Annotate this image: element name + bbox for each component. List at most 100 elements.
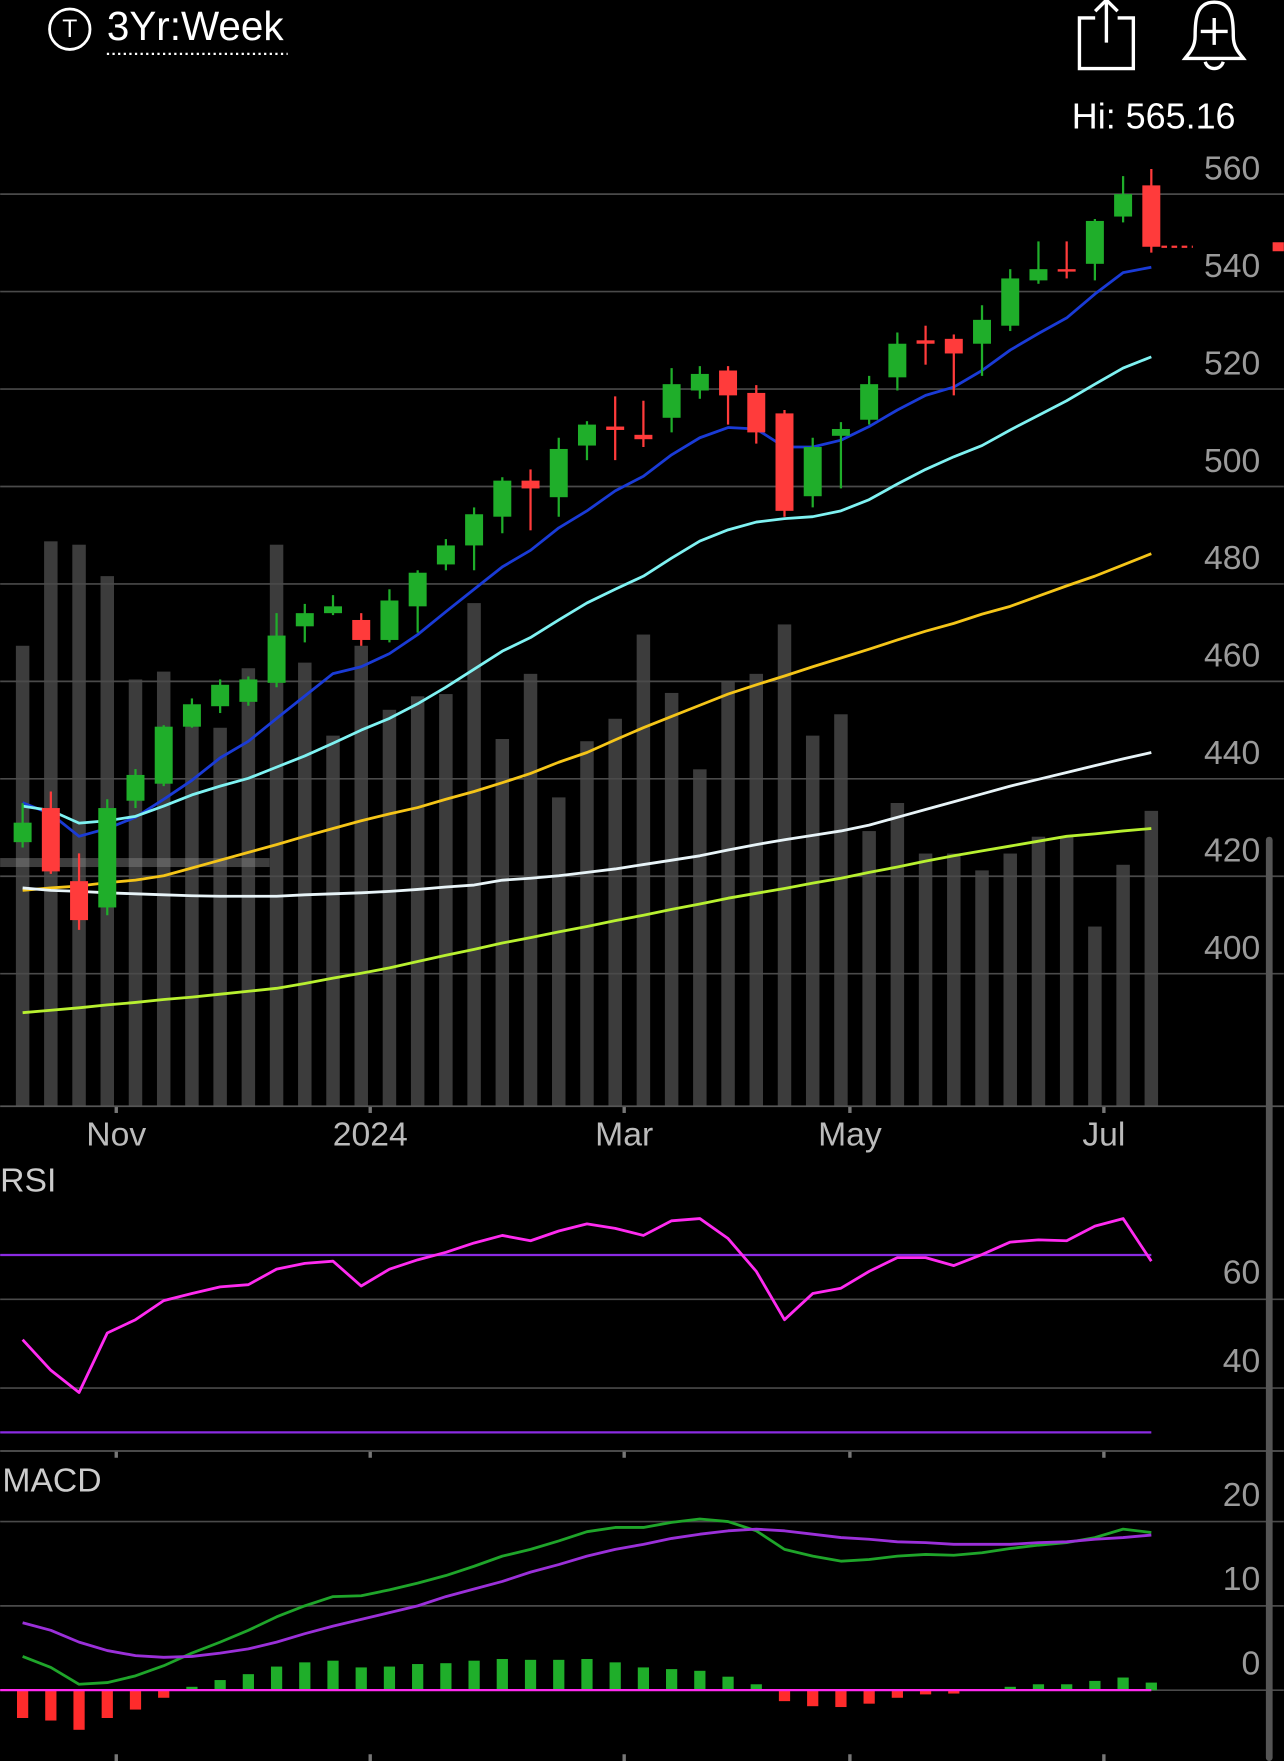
volume-bar: [185, 718, 199, 1107]
alert-button[interactable]: [1181, 0, 1247, 71]
macd-histogram-bar: [637, 1667, 650, 1691]
macd-histogram-bar: [440, 1663, 452, 1691]
y-tick-label: 40: [1223, 1343, 1260, 1380]
volume-bar: [382, 709, 397, 1107]
macd-histogram-bar: [835, 1690, 847, 1708]
candle-body: [493, 480, 512, 517]
volume-bar: [947, 853, 961, 1107]
volume-bar: [326, 735, 340, 1107]
candle-body: [380, 600, 399, 640]
macd-histogram-bar: [270, 1666, 283, 1691]
candle-body: [549, 448, 568, 498]
share-box: [1077, 16, 1136, 71]
moving-average: [22, 751, 1152, 898]
bell-clapper: [1203, 61, 1225, 71]
macd-histogram-bar: [73, 1690, 85, 1730]
volume-bar: [805, 735, 820, 1107]
macd-histogram-bar: [412, 1664, 424, 1691]
moving-average: [22, 827, 1152, 1015]
volume-bar: [410, 696, 425, 1107]
y-tick-label: 560: [1204, 150, 1260, 187]
high-label: Hi: 565.16: [1072, 96, 1236, 137]
candle-body: [831, 428, 850, 436]
symbol-icon[interactable]: [48, 7, 92, 51]
volume-bar: [241, 668, 256, 1107]
candle-body: [465, 514, 484, 546]
macd-histogram-bar: [299, 1662, 311, 1691]
volume-bar: [749, 673, 764, 1107]
y-tick-label: 400: [1204, 930, 1260, 967]
volume-bar: [523, 673, 538, 1107]
volume-bar: [862, 831, 876, 1107]
macd-histogram-bar: [1145, 1682, 1157, 1691]
volume-bar: [495, 738, 510, 1107]
y-tick-label: 480: [1204, 540, 1260, 577]
candle-body: [690, 373, 709, 391]
y-tick-label: 460: [1204, 638, 1260, 675]
macd-histogram-bar: [609, 1662, 621, 1691]
share-arrow: [1093, 0, 1119, 43]
candle-body: [1029, 269, 1048, 281]
volume-bar: [834, 714, 848, 1107]
volume-bar: [975, 870, 989, 1107]
candle-body: [662, 384, 681, 418]
scrollbar[interactable]: [1265, 836, 1273, 1761]
macd-histogram-bar: [891, 1690, 903, 1698]
volume-bar: [1059, 836, 1074, 1107]
y-tick-label: 60: [1223, 1255, 1260, 1292]
volume-bar: [1031, 836, 1046, 1107]
macd-histogram-bar: [524, 1659, 537, 1691]
volume-bar: [890, 803, 905, 1107]
y-tick-label: 540: [1204, 248, 1260, 285]
macd-histogram-bar: [101, 1690, 113, 1719]
macd-histogram-bar: [383, 1666, 396, 1691]
volume-bar: [918, 853, 933, 1107]
macd-histogram-bar: [1061, 1684, 1073, 1691]
volume-bar: [636, 634, 651, 1107]
candle-body: [295, 613, 314, 627]
macd-histogram-bar: [722, 1676, 734, 1691]
moving-average: [22, 265, 1152, 838]
candle-body: [13, 822, 32, 843]
candle-body: [70, 881, 89, 921]
candle-body: [1142, 185, 1161, 247]
macd-histogram-bar: [1032, 1684, 1045, 1691]
macd-histogram-bar: [17, 1690, 29, 1719]
share-button[interactable]: [1077, 0, 1136, 71]
timeframe[interactable]: 3Yr:Week: [107, 3, 285, 49]
volume-bar: [467, 603, 481, 1107]
macd-histogram-bar: [666, 1669, 678, 1691]
macd-histogram-bar: [1117, 1677, 1129, 1691]
candle-body: [324, 606, 342, 614]
macd-histogram-bar: [807, 1690, 819, 1707]
y-tick-label: 20: [1223, 1477, 1260, 1514]
macd-histogram-bar: [948, 1690, 960, 1694]
candle-body: [211, 684, 230, 707]
y-tick-label: 420: [1204, 833, 1260, 870]
candle-body: [182, 704, 201, 727]
x-tick-label: May: [818, 1116, 882, 1153]
candle-body: [775, 413, 794, 511]
volume-bar: [1116, 864, 1130, 1107]
macd-histogram-bar: [468, 1660, 480, 1691]
x-tick-label: Jul: [1082, 1116, 1125, 1153]
candle-body: [1001, 278, 1020, 326]
macd-histogram-bar: [186, 1686, 198, 1691]
macd-histogram-bar: [694, 1670, 706, 1691]
volume-bar: [580, 741, 594, 1107]
volume-bar: [1144, 810, 1159, 1107]
macd-histogram-bar: [327, 1660, 339, 1691]
y-tick-label: 440: [1204, 735, 1260, 772]
y-tick-label: 520: [1204, 345, 1260, 382]
macd-histogram-bar: [355, 1667, 367, 1691]
grid-layer: [0, 193, 1284, 1761]
candle-body: [860, 384, 879, 420]
candle-body: [154, 726, 173, 784]
macd-histogram-bar: [214, 1680, 226, 1691]
macd-histogram-bar: [45, 1690, 57, 1721]
macd-histogram-bar: [553, 1659, 565, 1691]
candle-body: [944, 338, 963, 354]
candle-body: [408, 572, 427, 607]
